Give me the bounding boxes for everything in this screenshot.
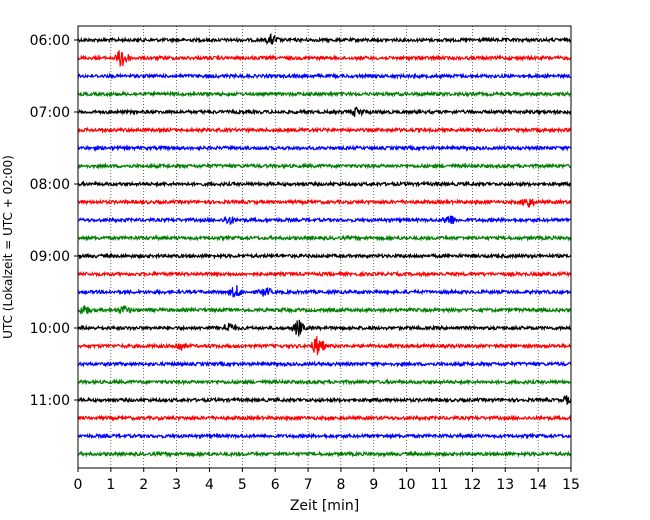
x-axis-ticks: 0 1 2 3 4 5 6 7 8 9 10 11 12 13 14 15 [74, 468, 580, 493]
trace-row-14 [77, 285, 572, 298]
y-axis-label: UTC (Lokalzeit = UTC + 02:00) [1, 155, 15, 339]
x-tick-label: 15 [562, 477, 580, 493]
x-tick-label: 4 [205, 477, 214, 493]
trace-row-3 [77, 90, 572, 98]
y-tick-label: 06:00 [30, 33, 70, 49]
trace-row-23 [77, 450, 572, 458]
trace-row-9 [77, 198, 572, 209]
y-axis-ticks: 06:00 07:00 08:00 09:00 10:00 11:00 [30, 33, 78, 409]
trace-row-6 [77, 144, 572, 152]
y-tick-label: 08:00 [30, 177, 70, 193]
trace-row-4 [77, 106, 572, 118]
trace-row-12 [77, 252, 572, 260]
x-tick-label: 3 [172, 477, 181, 493]
trace-row-5 [77, 126, 572, 134]
x-tick-label: 5 [238, 477, 247, 493]
y-tick-label: 10:00 [30, 321, 70, 337]
trace-row-1 [77, 50, 572, 68]
trace-row-22 [77, 432, 572, 440]
x-tick-label: 2 [139, 477, 148, 493]
seismogram-traces [77, 33, 572, 458]
trace-row-20 [77, 394, 572, 405]
trace-row-21 [77, 414, 572, 422]
x-tick-label: 11 [431, 477, 449, 493]
trace-row-10 [77, 215, 572, 226]
trace-row-15 [77, 305, 572, 316]
trace-row-18 [77, 360, 572, 368]
trace-row-0 [77, 33, 572, 46]
trace-row-19 [77, 378, 572, 386]
x-tick-label: 14 [529, 477, 547, 493]
x-tick-label: 9 [369, 477, 378, 493]
trace-row-8 [77, 180, 572, 188]
x-axis-label: Zeit [min] [290, 498, 359, 514]
x-tick-label: 0 [74, 477, 83, 493]
x-tick-label: 13 [496, 477, 514, 493]
x-tick-label: 12 [463, 477, 481, 493]
trace-row-11 [77, 234, 572, 242]
x-tick-label: 8 [336, 477, 345, 493]
y-tick-label: 09:00 [30, 249, 70, 265]
trace-row-17 [77, 336, 572, 357]
plot-frame [77, 25, 572, 469]
y-tick-label: 11:00 [30, 393, 70, 409]
trace-row-2 [77, 72, 572, 80]
y-tick-label: 07:00 [30, 105, 70, 121]
trace-row-7 [77, 162, 572, 170]
x-tick-label: 6 [271, 477, 280, 493]
trace-row-13 [77, 270, 572, 278]
x-tick-label: 7 [304, 477, 313, 493]
x-tick-label: 10 [398, 477, 416, 493]
x-tick-label: 1 [106, 477, 115, 493]
trace-row-16 [77, 319, 572, 337]
